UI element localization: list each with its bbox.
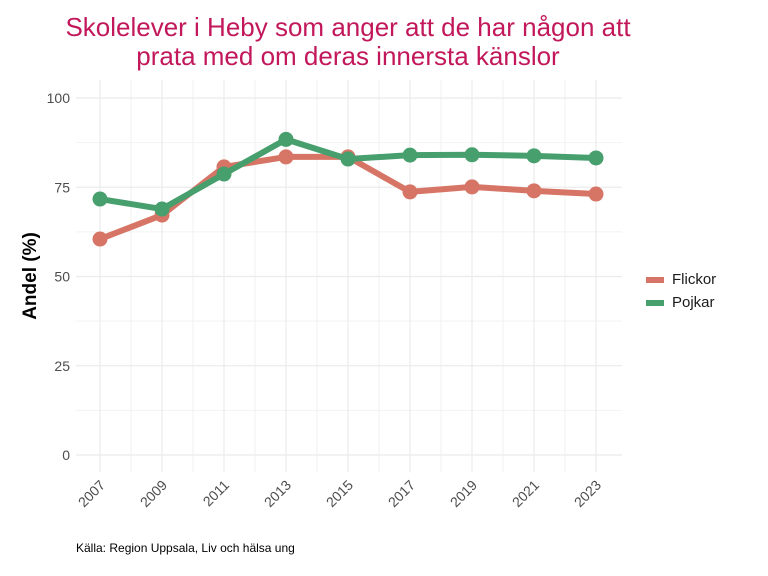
data-point — [278, 131, 294, 147]
data-point — [278, 149, 294, 165]
x-tick-label: 2023 — [571, 477, 604, 510]
y-tick-label: 25 — [54, 358, 70, 374]
series-pojkar — [92, 131, 604, 217]
legend: Flickor Pojkar — [646, 268, 716, 314]
grid — [76, 80, 622, 472]
data-point — [92, 191, 108, 207]
x-tick-label: 2009 — [137, 477, 170, 510]
data-point — [154, 201, 170, 217]
y-axis-ticks: 0 25 50 75 100 — [47, 90, 71, 463]
caption: Källa: Region Uppsala, Liv och hälsa ung — [76, 541, 295, 555]
x-tick-label: 2011 — [200, 477, 233, 510]
y-tick-label: 100 — [47, 90, 71, 106]
chart-title-line-1: Skolelever i Heby som anger att de har n… — [65, 12, 631, 42]
data-point — [526, 148, 542, 164]
x-axis-ticks: 2007 2009 2011 2013 2015 2017 2019 2021 2023 — [75, 477, 604, 510]
y-tick-label: 0 — [62, 447, 70, 463]
data-point — [340, 151, 356, 167]
y-tick-label: 75 — [54, 179, 70, 195]
legend-key — [646, 276, 664, 283]
x-tick-label: 2013 — [261, 477, 294, 510]
data-point — [526, 183, 542, 199]
data-point — [216, 166, 232, 182]
y-axis-title: Andel (%) — [20, 232, 41, 320]
data-point — [464, 147, 480, 163]
y-tick-label: 50 — [54, 269, 70, 285]
data-point — [464, 179, 480, 195]
data-point — [402, 147, 418, 163]
data-point — [92, 231, 108, 247]
chart-title-line-2: prata med om deras innersta känslor — [136, 41, 560, 71]
x-tick-label: 2007 — [75, 477, 108, 510]
data-point — [588, 186, 604, 202]
x-tick-label: 2017 — [385, 477, 418, 510]
x-tick-label: 2019 — [447, 477, 480, 510]
chart-title: Skolelever i Heby som anger att de har n… — [0, 13, 696, 71]
legend-item: Flickor — [646, 268, 716, 291]
x-tick-label: 2015 — [323, 477, 356, 510]
legend-key — [646, 299, 664, 306]
legend-label: Pojkar — [672, 294, 715, 311]
series-group — [92, 131, 604, 247]
legend-item: Pojkar — [646, 291, 716, 314]
legend-label: Flickor — [672, 271, 717, 288]
data-point — [402, 184, 418, 200]
x-tick-label: 2021 — [509, 477, 542, 510]
data-point — [588, 150, 604, 166]
